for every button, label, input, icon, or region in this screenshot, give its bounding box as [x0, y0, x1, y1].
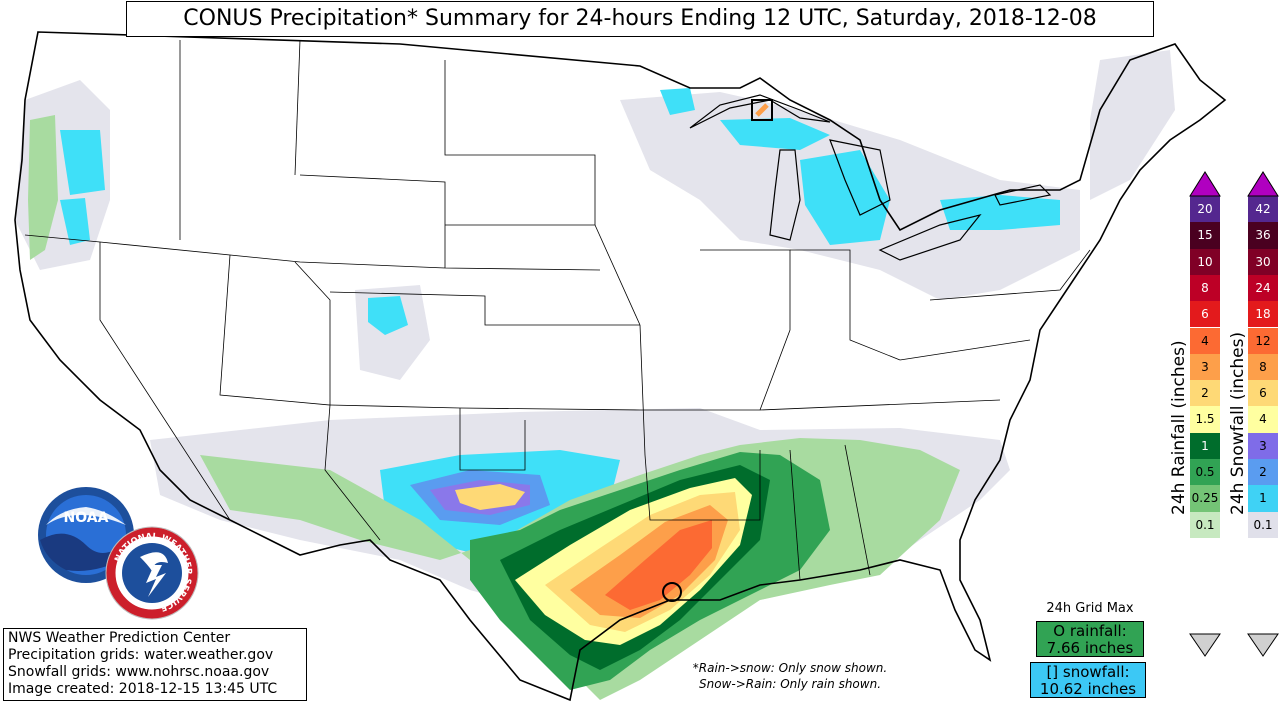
snow-area-erie: [940, 195, 1060, 230]
rainfall-colorbar-cell: 0.25: [1190, 485, 1220, 512]
rainfall-colorbar-cell: 4: [1190, 327, 1220, 354]
snowfall-colorbar-cell: 18: [1248, 301, 1278, 328]
state-line: [329, 404, 760, 411]
rainfall-max-label: O rainfall:: [1053, 622, 1127, 640]
rain-area-westcoast: [28, 115, 58, 260]
snowfall-colorbar-cell: 30: [1248, 248, 1278, 275]
credits-box: NWS Weather Prediction Center Precipitat…: [3, 628, 307, 701]
snowfall-colorbar-bottom-arrow: [1247, 633, 1279, 657]
snow-area-idaho: [60, 198, 90, 245]
credit-line: Snowfall grids: www.nohrsc.noaa.gov: [8, 664, 270, 680]
lake-superior: [689, 94, 831, 129]
snowfall-max-marker: [751, 99, 773, 121]
map-title: CONUS Precipitation* Summary for 24-hour…: [126, 1, 1154, 37]
snowfall-colorbar-cell: 6: [1248, 380, 1278, 407]
snowfall-max-value: 10.62 inches: [1039, 680, 1137, 698]
rainfall-colorbar-cell: 6: [1190, 301, 1220, 328]
state-line: [594, 224, 641, 326]
snowfall-max-marker-core: [755, 103, 769, 117]
snow-area-wa: [60, 130, 105, 195]
snowfall-colorbar-cell: 1: [1248, 485, 1278, 512]
lake-erie: [878, 213, 982, 261]
rainfall-colorbar-cell: 8: [1190, 274, 1220, 302]
snowfall-colorbar-cell: 42: [1248, 196, 1278, 223]
snowfall-colorbar-top-arrow: [1247, 171, 1279, 197]
rainfall-colorbar-cell: 20: [1190, 196, 1220, 223]
rainfall-colorbar-cell: 0.5: [1190, 459, 1220, 486]
lake-ontario: [994, 184, 1052, 206]
snowfall-colorbar-cell: 36: [1248, 222, 1278, 249]
state-line: [899, 339, 1031, 361]
state-line: [324, 404, 381, 541]
state-line: [24, 234, 601, 271]
snow-area-wisconsin: [720, 118, 830, 150]
snowfall-colorbar-cell: 8: [1248, 353, 1278, 381]
state-line: [844, 444, 871, 576]
state-boundaries: [14, 31, 1227, 702]
rainfall-colorbar-bottom-arrow: [1189, 633, 1221, 657]
note-line-2: Snow->Rain: Only rain shown.: [698, 677, 882, 691]
state-line: [790, 249, 901, 361]
rainfall-max-marker: [662, 582, 682, 602]
snowfall-colorbar-cell: 24: [1248, 274, 1278, 302]
note-line-1: *Rain->snow: Only snow shown.: [692, 661, 888, 675]
snow-area-superior: [660, 88, 695, 115]
state-line: [299, 174, 446, 268]
noaa-logo-text: NOAA: [64, 510, 109, 526]
state-line: [700, 249, 791, 411]
rain-snow-note: *Rain->snow: Only snow shown. Snow->Rain…: [662, 660, 918, 692]
credit-line: Image created: 2018-12-15 13:45 UTC: [8, 681, 278, 697]
credit-line: NWS Weather Prediction Center: [8, 630, 231, 646]
rain-area-4in: [605, 520, 712, 610]
rainfall-colorbar-cell: 0.1: [1190, 511, 1220, 538]
snowfall-max-label: [] snowfall:: [1046, 663, 1130, 681]
credit-line: Precipitation grids: water.weather.gov: [8, 647, 274, 663]
state-line: [639, 324, 761, 521]
snowfall-colorbar-cell: 3: [1248, 432, 1278, 459]
state-line: [459, 408, 526, 471]
snowfall-colorbar-cell: 2: [1248, 459, 1278, 486]
snowfall-colorbar-cell: 12: [1248, 327, 1278, 354]
rainfall-colorbar-cell: 1: [1190, 432, 1220, 459]
state-line: [329, 291, 640, 326]
rainfall-colorbar-cell: 10: [1190, 248, 1220, 275]
snow-area-michigan: [800, 150, 890, 245]
lake-huron: [829, 139, 891, 216]
state-line: [929, 249, 1091, 301]
grid-max-title: 24h Grid Max: [1046, 601, 1134, 616]
snow-core-oklahoma: [455, 484, 525, 510]
snow-area-colorado: [368, 296, 408, 335]
conus-outline: [14, 31, 1227, 702]
snowfall-max-box: [] snowfall: 10.62 inches: [1030, 662, 1146, 698]
rainfall-max-value: 7.66 inches: [1046, 639, 1134, 657]
state-line: [759, 399, 1001, 411]
rainfall-colorbar-cell: 15: [1190, 222, 1220, 249]
rainfall-colorbar-cell: 1.5: [1190, 406, 1220, 433]
snowfall-colorbar-cell: 0.1: [1248, 511, 1278, 538]
snowfall-colorbar-cell: 4: [1248, 406, 1278, 433]
rainfall-max-box: O rainfall: 7.66 inches: [1036, 621, 1144, 657]
trace-area-northeast: [1090, 50, 1175, 200]
rainfall-colorbar-cell: 3: [1190, 353, 1220, 381]
lake-michigan: [769, 149, 801, 241]
precipitation-shading: [15, 50, 1175, 700]
rainfall-colorbar-cell: 2: [1190, 380, 1220, 407]
rainfall-colorbar-top-arrow: [1189, 171, 1221, 197]
nws-logo: NATIONAL WEATHER SERVICE: [105, 526, 199, 620]
state-line: [444, 60, 596, 226]
state-line: [294, 39, 301, 176]
state-line: [99, 242, 231, 521]
state-line: [789, 449, 801, 581]
